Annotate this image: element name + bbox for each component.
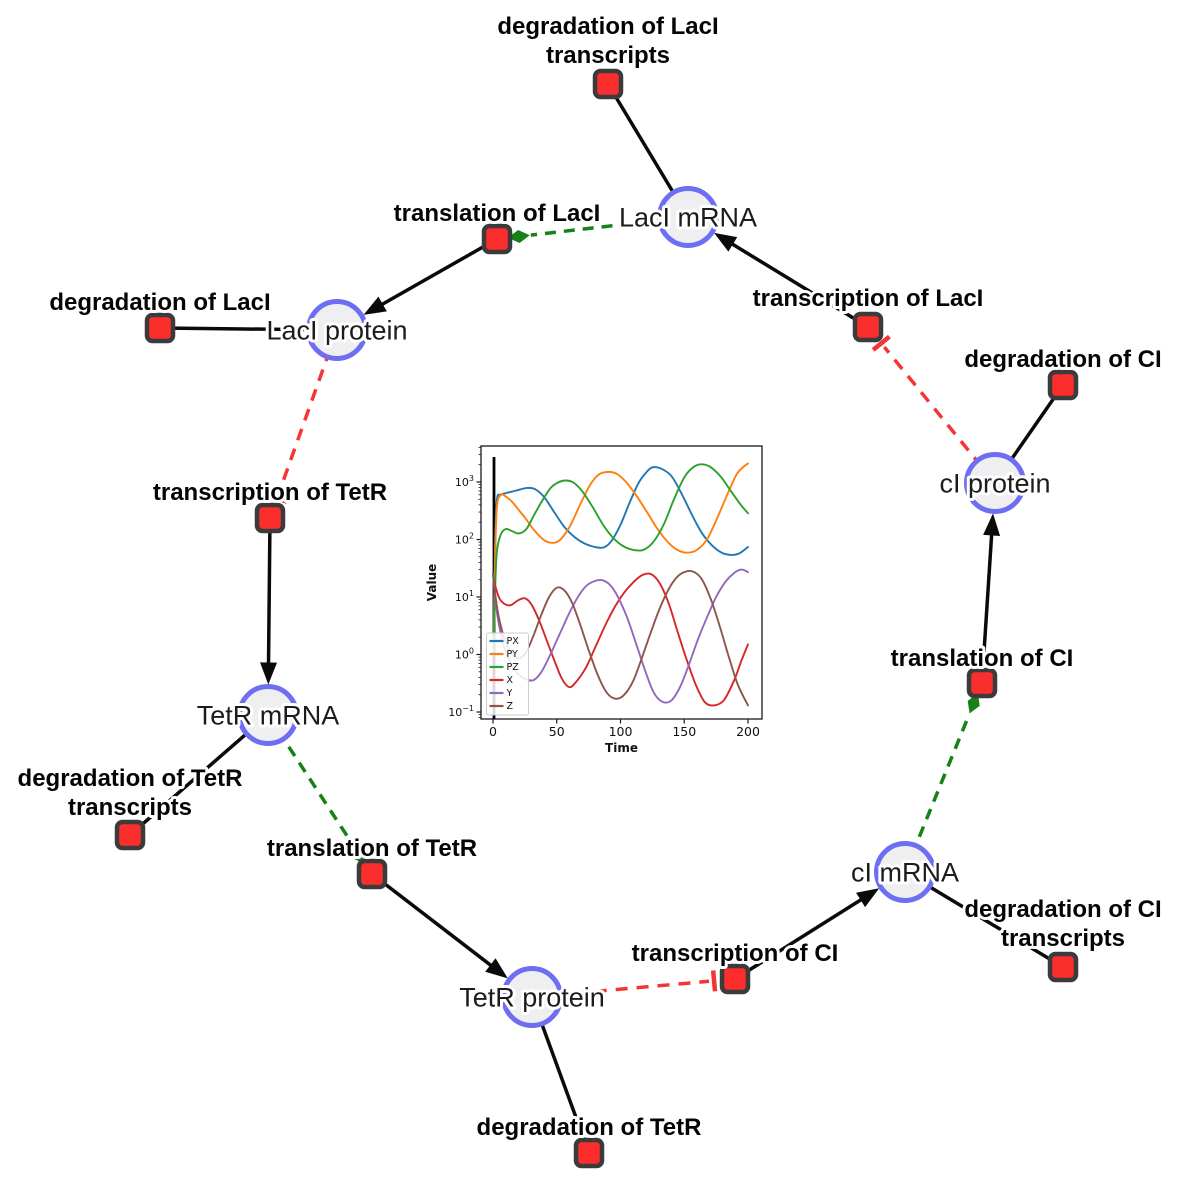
edge-translation-tetr-to-tetr-protein [370, 872, 508, 979]
chart-axes-box [480, 445, 763, 720]
edge-translation-laci-to-laci-protein [363, 237, 498, 315]
reaction-label-deg-laci-transcripts-line1: degradation of LacI [497, 13, 718, 40]
reaction-label-translation-laci: translation of LacI [394, 200, 601, 227]
legend-entry-z: Z [507, 701, 514, 712]
reaction-node-translation-laci [481, 223, 513, 255]
reaction-node-transcription-laci [852, 311, 884, 343]
arrowhead-icon [983, 513, 1001, 536]
reaction-label-deg-tetr-transcripts-line1: degradation of TetR [18, 765, 243, 792]
reaction-label-deg-ci: degradation of CI [964, 346, 1161, 373]
reaction-node-deg-ci [1047, 369, 1079, 401]
arrowhead-icon [485, 958, 508, 979]
chart-series-x [492, 572, 749, 707]
reaction-node-deg-laci [144, 312, 176, 344]
reaction-label-transcription-laci: transcription of LacI [753, 285, 984, 312]
ytick-label-1e0: 100 [455, 647, 474, 662]
inhibition-tee-icon [266, 492, 288, 504]
edge-transcription-ci-to-ci-mrna [734, 888, 880, 981]
chart-series-y [492, 568, 749, 704]
species-label-tetr-mrna: TetR mRNA [197, 701, 340, 731]
legend-entry-px: PX [507, 636, 520, 647]
species-node-tetr-protein [501, 966, 563, 1028]
reaction-label-deg-tetr-transcripts-line2: transcripts [68, 794, 192, 821]
reaction-label-transcription-ci: transcription of CI [632, 940, 839, 967]
reaction-label-deg-tetr: degradation of TetR [477, 1114, 702, 1141]
species-node-ci-protein [964, 452, 1026, 514]
chart-xlabel: Time [605, 741, 638, 755]
chart-series-py [492, 462, 749, 656]
edge-translation-ci-to-ci-protein [980, 513, 1001, 684]
ytick-label-1e1: 101 [455, 589, 474, 604]
modifier-diamond-icon [507, 230, 530, 243]
reaction-node-deg-ci-transcripts [1047, 951, 1079, 983]
reaction-label-deg-ci-transcripts-line2: transcripts [1001, 925, 1125, 952]
reaction-label-translation-ci: translation of CI [891, 645, 1074, 672]
ytick-label-1e3: 103 [455, 474, 474, 489]
chart-legend: PX PY PZ XYZ [486, 632, 529, 716]
reaction-label-deg-laci-transcripts-line2: transcripts [546, 42, 670, 69]
xtick-label-50: 50 [549, 724, 565, 739]
species-label-ci-mrna: cI mRNA [851, 858, 959, 888]
edge-transcription-laci-to-laci-mrna [714, 232, 869, 329]
species-label-ci-protein: cI protein [939, 469, 1050, 499]
species-nodes-layer [237, 186, 1026, 1028]
legend-entry-py: PY [507, 649, 519, 660]
reaction-node-translation-tetr [356, 858, 388, 890]
inhibition-tee-icon [710, 970, 718, 992]
inhibition-tee-icon [871, 334, 891, 352]
chart-ylabel: Value [425, 564, 439, 602]
species-node-laci-mrna [657, 186, 719, 248]
species-label-tetr-protein: TetR protein [459, 983, 605, 1013]
arrowhead-icon [363, 296, 387, 315]
reaction-label-deg-ci-transcripts-line1: degradation of CI [964, 896, 1161, 923]
species-node-ci-mrna [874, 841, 936, 903]
xtick-label-0: 0 [489, 724, 497, 739]
reaction-node-deg-laci-transcripts [592, 68, 624, 100]
arrowhead-icon [714, 232, 738, 252]
species-node-laci-protein [306, 299, 368, 361]
species-label-laci-mrna: LacI mRNA [619, 203, 757, 233]
chart-series-pz [492, 463, 749, 656]
arrowhead-icon [260, 662, 278, 685]
reaction-label-deg-laci: degradation of LacI [49, 289, 270, 316]
legend-entry-y: Y [506, 688, 513, 699]
reaction-node-transcription-tetr [254, 502, 286, 534]
edge-transcription-tetr-to-tetr-mrna [260, 517, 278, 685]
species-node-tetr-mrna [237, 684, 299, 746]
reaction-node-translation-ci [966, 667, 998, 699]
modifier-diamond-icon [967, 693, 980, 714]
reaction-label-translation-tetr: translation of TetR [267, 835, 477, 862]
chart-series-z [492, 569, 749, 707]
reaction-nodes-layer [114, 68, 1079, 1169]
reaction-node-deg-tetr-transcripts [114, 819, 146, 851]
reaction-node-transcription-ci [719, 963, 751, 995]
species-label-laci-protein: LacI protein [266, 316, 407, 346]
reaction-label-transcription-tetr: transcription of TetR [153, 479, 387, 506]
xtick-label-200: 200 [736, 724, 760, 739]
arrowhead-icon [856, 888, 880, 908]
chart-series-px [492, 466, 749, 656]
labels-layer: LacI mRNA LacI protein TetR mRNA TetR prote… [15, 10, 1165, 1144]
legend-entry-x: X [507, 675, 514, 686]
xtick-label-150: 150 [672, 724, 696, 739]
reaction-node-deg-tetr [573, 1137, 605, 1169]
ytick-label-1e-1: 10−1 [448, 704, 474, 719]
legend-entry-pz: PZ [507, 662, 520, 673]
ytick-label-1e2: 102 [455, 532, 474, 547]
xtick-label-100: 100 [609, 724, 633, 739]
